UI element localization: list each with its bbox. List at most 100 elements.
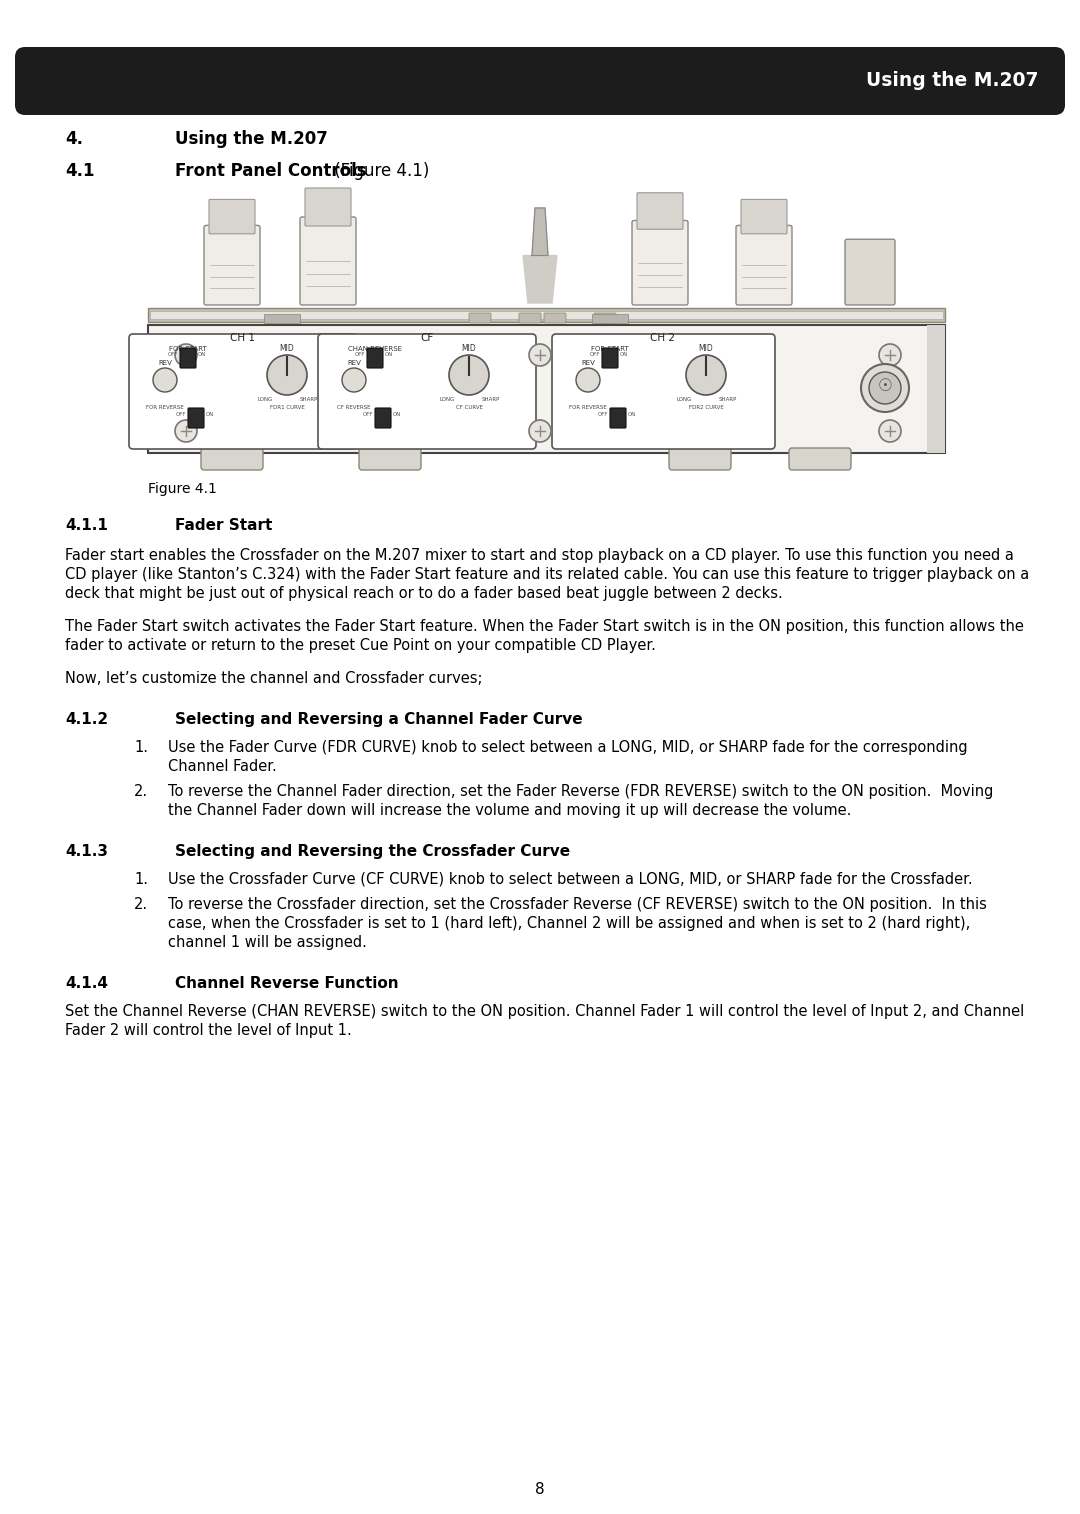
Text: Channel Reverse Function: Channel Reverse Function (175, 977, 399, 992)
Text: CH 2: CH 2 (650, 333, 675, 344)
FancyBboxPatch shape (594, 313, 616, 322)
FancyBboxPatch shape (148, 326, 945, 453)
Text: FDR2 CURVE: FDR2 CURVE (689, 406, 724, 410)
Circle shape (879, 419, 901, 442)
Text: To reverse the Channel Fader direction, set the Fader Reverse (FDR REVERSE) swit: To reverse the Channel Fader direction, … (168, 784, 994, 799)
Text: OFF: OFF (363, 412, 373, 418)
Text: SHARP: SHARP (719, 397, 738, 403)
Text: Fader 2 will control the level of Input 1.: Fader 2 will control the level of Input … (65, 1023, 352, 1039)
Text: SHARP: SHARP (300, 397, 319, 403)
FancyBboxPatch shape (318, 335, 536, 450)
Text: SHARP: SHARP (482, 397, 500, 403)
Text: 4.1.3: 4.1.3 (65, 843, 108, 858)
Text: case, when the Crossfader is set to 1 (hard left), Channel 2 will be assigned an: case, when the Crossfader is set to 1 (h… (168, 916, 970, 931)
FancyBboxPatch shape (519, 313, 541, 322)
Circle shape (869, 372, 901, 404)
Text: OFF: OFF (590, 353, 600, 357)
Circle shape (529, 419, 551, 442)
FancyBboxPatch shape (602, 348, 618, 368)
Text: CD player (like Stanton’s C.324) with the Fader Start feature and its related ca: CD player (like Stanton’s C.324) with th… (65, 568, 1029, 581)
FancyBboxPatch shape (552, 335, 775, 450)
FancyBboxPatch shape (150, 310, 943, 319)
Text: 4.1.1: 4.1.1 (65, 518, 108, 533)
Text: 1.: 1. (134, 872, 148, 887)
Text: OFF: OFF (175, 412, 186, 418)
FancyBboxPatch shape (201, 448, 264, 469)
Text: 4.1.4: 4.1.4 (65, 977, 108, 992)
Text: FOR START: FOR START (170, 347, 207, 351)
Text: 1.: 1. (134, 740, 148, 755)
Text: Using the M.207: Using the M.207 (175, 130, 328, 148)
Circle shape (342, 368, 366, 392)
Text: FOR REVERSE: FOR REVERSE (146, 406, 184, 410)
FancyBboxPatch shape (300, 217, 356, 304)
Circle shape (529, 344, 551, 366)
Text: LONG: LONG (676, 397, 691, 403)
FancyBboxPatch shape (264, 313, 300, 322)
FancyBboxPatch shape (669, 448, 731, 469)
FancyBboxPatch shape (632, 221, 688, 304)
Text: ON: ON (206, 412, 214, 418)
Circle shape (175, 344, 197, 366)
Text: fader to activate or return to the preset Cue Point on your compatible CD Player: fader to activate or return to the prese… (65, 637, 656, 653)
Text: Selecting and Reversing the Crossfader Curve: Selecting and Reversing the Crossfader C… (175, 843, 570, 858)
Text: 2.: 2. (134, 896, 148, 911)
Polygon shape (532, 207, 548, 256)
FancyBboxPatch shape (204, 226, 260, 304)
Polygon shape (523, 256, 557, 303)
Text: Set the Channel Reverse (CHAN REVERSE) switch to the ON position. Channel Fader : Set the Channel Reverse (CHAN REVERSE) s… (65, 1004, 1024, 1019)
Text: CF: CF (420, 333, 434, 344)
Text: Now, let’s customize the channel and Crossfader curves;: Now, let’s customize the channel and Cro… (65, 671, 483, 686)
FancyBboxPatch shape (359, 448, 421, 469)
FancyBboxPatch shape (129, 335, 357, 450)
Text: REV: REV (581, 360, 595, 366)
Text: Channel Fader.: Channel Fader. (168, 759, 276, 774)
Circle shape (175, 419, 197, 442)
Text: MID: MID (461, 344, 476, 353)
Bar (927, 326, 945, 453)
FancyBboxPatch shape (367, 348, 383, 368)
FancyBboxPatch shape (180, 348, 195, 368)
FancyBboxPatch shape (188, 407, 204, 428)
Text: the Channel Fader down will increase the volume and moving it up will decrease t: the Channel Fader down will increase the… (168, 802, 851, 818)
Text: Front Panel Controls: Front Panel Controls (175, 162, 366, 180)
Text: The Fader Start switch activates the Fader Start feature. When the Fader Start s: The Fader Start switch activates the Fad… (65, 619, 1024, 634)
Text: (Figure 4.1): (Figure 4.1) (329, 162, 430, 180)
FancyBboxPatch shape (15, 47, 1065, 115)
Circle shape (153, 368, 177, 392)
Text: Use the Fader Curve (FDR CURVE) knob to select between a LONG, MID, or SHARP fad: Use the Fader Curve (FDR CURVE) knob to … (168, 740, 968, 755)
Text: CHAN REVERSE: CHAN REVERSE (348, 347, 402, 351)
Text: MID: MID (699, 344, 714, 353)
FancyBboxPatch shape (148, 307, 945, 322)
Text: Figure 4.1: Figure 4.1 (148, 481, 217, 497)
Circle shape (686, 354, 726, 395)
FancyBboxPatch shape (735, 226, 792, 304)
Text: ON: ON (384, 353, 393, 357)
Text: MID: MID (280, 344, 295, 353)
Text: CF CURVE: CF CURVE (456, 406, 483, 410)
FancyBboxPatch shape (210, 200, 255, 233)
Circle shape (576, 368, 600, 392)
Text: Use the Crossfader Curve (CF CURVE) knob to select between a LONG, MID, or SHARP: Use the Crossfader Curve (CF CURVE) knob… (168, 872, 973, 887)
FancyBboxPatch shape (845, 239, 895, 304)
Text: 4.1: 4.1 (65, 162, 95, 180)
Text: 4.1.2: 4.1.2 (65, 712, 108, 727)
Text: Using the M.207: Using the M.207 (865, 71, 1038, 91)
FancyBboxPatch shape (469, 313, 491, 322)
FancyBboxPatch shape (637, 192, 683, 229)
Text: LONG: LONG (440, 397, 455, 403)
Text: 4.: 4. (65, 130, 83, 148)
Text: Fader Start: Fader Start (175, 518, 272, 533)
Text: Selecting and Reversing a Channel Fader Curve: Selecting and Reversing a Channel Fader … (175, 712, 582, 727)
Text: FOR REVERSE: FOR REVERSE (569, 406, 607, 410)
Text: ON: ON (393, 412, 402, 418)
FancyBboxPatch shape (375, 407, 391, 428)
FancyBboxPatch shape (789, 448, 851, 469)
Text: ☉: ☉ (878, 377, 892, 395)
Text: 2.: 2. (134, 784, 148, 799)
Text: OFF: OFF (597, 412, 608, 418)
Text: REV: REV (347, 360, 361, 366)
Text: Fader start enables the Crossfader on the M.207 mixer to start and stop playback: Fader start enables the Crossfader on th… (65, 548, 1014, 563)
Text: channel 1 will be assigned.: channel 1 will be assigned. (168, 936, 367, 949)
Text: ON: ON (627, 412, 636, 418)
